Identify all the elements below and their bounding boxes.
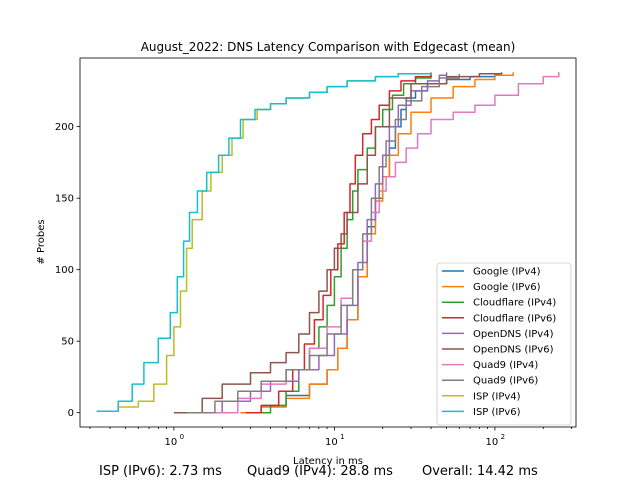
chart-title: August_2022: DNS Latency Comparison with… bbox=[141, 40, 516, 54]
legend-label: ISP (IPv6) bbox=[473, 407, 521, 418]
series-line-8 bbox=[96, 72, 432, 413]
y-tick-label: 150 bbox=[55, 194, 74, 205]
series-line-5 bbox=[173, 72, 503, 414]
legend-label: Cloudflare (IPv6) bbox=[473, 313, 556, 324]
y-tick-label: 100 bbox=[55, 265, 74, 276]
legend-box bbox=[436, 262, 572, 426]
y-axis: 0 50 100 150 200 bbox=[55, 122, 80, 419]
legend-label: ISP (IPv4) bbox=[473, 391, 521, 402]
x-tick-exponent: 1 bbox=[340, 433, 344, 441]
series-lines bbox=[96, 72, 560, 414]
x-tick-exponent: 2 bbox=[501, 433, 505, 441]
x-tick-label: 10 bbox=[325, 437, 338, 448]
y-tick-label: 0 bbox=[68, 408, 74, 419]
legend-label: Google (IPv6) bbox=[473, 282, 541, 293]
y-axis-label: # Probes bbox=[36, 219, 47, 264]
isp-ipv6-mean: ISP (IPv6): 2.73 ms bbox=[99, 464, 222, 479]
y-tick-label: 200 bbox=[55, 122, 74, 133]
legend-label: OpenDNS (IPv4) bbox=[473, 329, 554, 340]
legend-label: Google (IPv4) bbox=[473, 267, 541, 278]
legend-label: Quad9 (IPv6) bbox=[473, 376, 538, 387]
series-line-9 bbox=[96, 72, 432, 413]
x-tick-label: 10 bbox=[165, 437, 178, 448]
x-tick-exponent: 0 bbox=[180, 433, 184, 441]
x-axis: 10 0 10 1 10 2 bbox=[89, 427, 572, 448]
y-tick-label: 50 bbox=[61, 337, 74, 348]
x-tick-label: 10 bbox=[486, 437, 499, 448]
legend-label: Quad9 (IPv4) bbox=[473, 360, 538, 371]
overall-mean: Overall: 14.42 ms bbox=[422, 464, 538, 479]
legend: Google (IPv4) Google (IPv6) Cloudflare (IP… bbox=[436, 262, 572, 426]
series-line-4 bbox=[192, 72, 448, 414]
series-line-7 bbox=[186, 73, 461, 414]
legend-label: OpenDNS (IPv6) bbox=[473, 345, 554, 356]
plot-frame bbox=[79, 57, 577, 428]
quad9-ipv4-mean: Quad9 (IPv4): 28.8 ms bbox=[247, 464, 393, 479]
x-axis-label: Latency in ms bbox=[293, 456, 363, 467]
legend-label: Cloudflare (IPv4) bbox=[473, 298, 556, 309]
